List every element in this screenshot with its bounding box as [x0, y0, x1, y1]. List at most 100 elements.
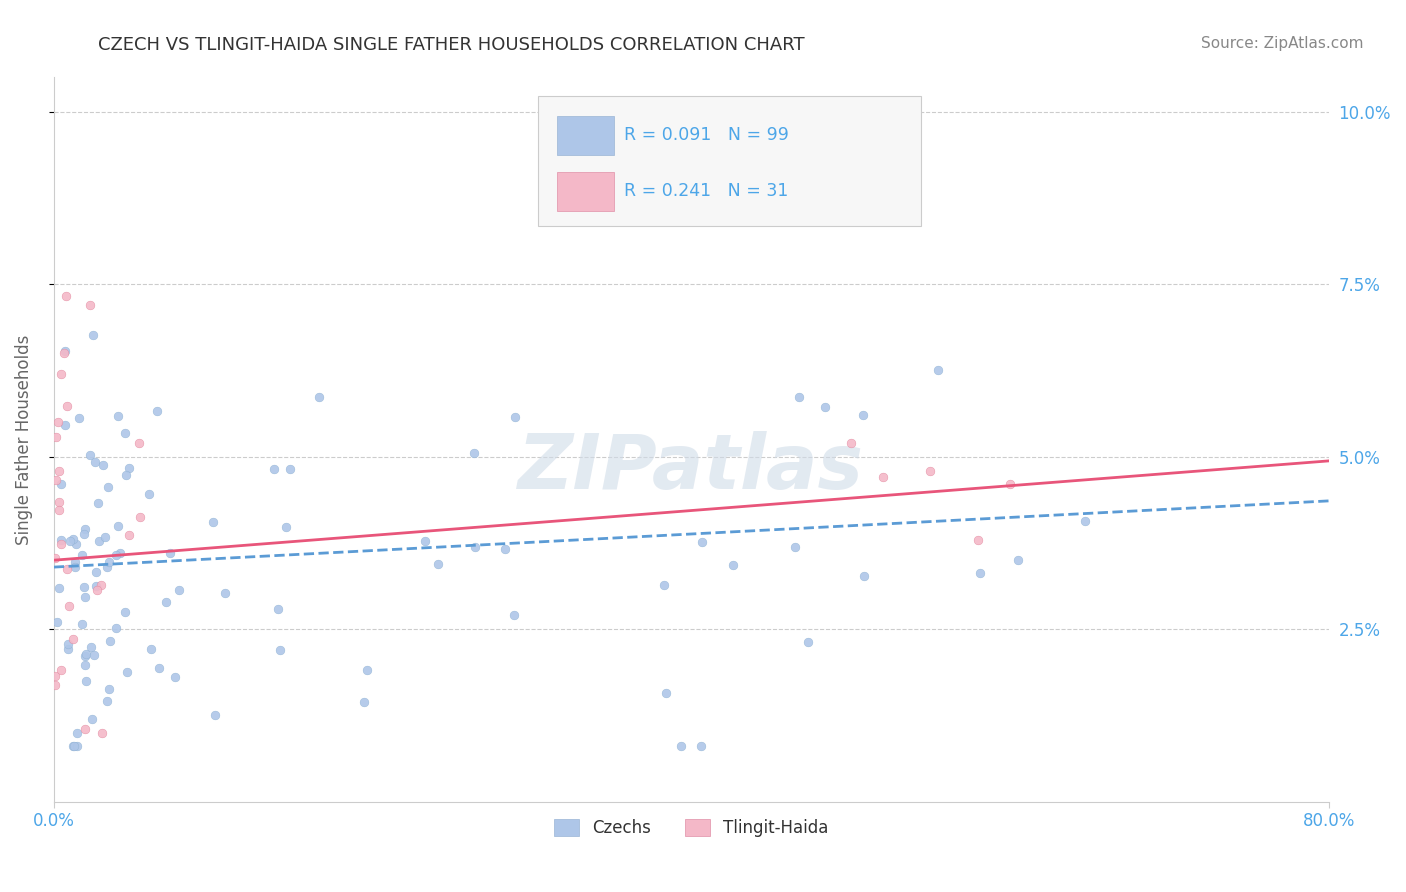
Point [503, 607, 526, 622]
Point [75, 722, 97, 736]
Point [278, 461, 301, 475]
Point [75, 591, 97, 605]
Point [689, 739, 711, 754]
Point [652, 578, 675, 592]
Point [114, 426, 136, 441]
Point [107, 409, 129, 423]
Point [73, 527, 96, 541]
Point [53, 346, 76, 360]
Point [114, 468, 136, 483]
FancyBboxPatch shape [557, 116, 613, 155]
Point [48, 503, 70, 517]
Point [269, 643, 291, 657]
Text: Source: ZipAtlas.com: Source: ZipAtlas.com [1201, 36, 1364, 51]
Point [62, 739, 84, 754]
Point [814, 400, 837, 414]
Point [63, 739, 86, 754]
Point [464, 541, 486, 555]
Point [202, 515, 225, 529]
Point [73, 648, 96, 663]
Point [427, 557, 450, 571]
Point [308, 390, 330, 404]
Point [70, 549, 93, 563]
Point [45, 474, 67, 488]
Point [62, 632, 84, 646]
Legend: Czechs, Tlingit-Haida: Czechs, Tlingit-Haida [547, 813, 835, 844]
Point [852, 568, 875, 582]
Point [75, 674, 97, 689]
Point [56, 561, 79, 575]
Point [274, 520, 297, 534]
Point [463, 446, 485, 460]
Point [79, 640, 101, 654]
Point [79, 298, 101, 312]
Point [204, 708, 226, 723]
Point [998, 477, 1021, 491]
Point [839, 436, 862, 450]
Point [46, 415, 69, 429]
Point [63, 560, 86, 574]
Point [73, 580, 96, 594]
Point [94, 530, 117, 544]
Point [167, 583, 190, 598]
Point [84, 565, 107, 579]
Point [105, 548, 128, 562]
Point [73, 522, 96, 536]
Point [353, 695, 375, 709]
Point [927, 363, 949, 377]
Point [141, 642, 163, 657]
Point [44, 677, 66, 691]
Point [48, 495, 70, 509]
Point [110, 546, 132, 560]
Point [115, 665, 138, 680]
Point [969, 566, 991, 581]
Point [44, 669, 66, 683]
FancyBboxPatch shape [557, 171, 613, 211]
Point [90, 725, 112, 739]
Point [87, 496, 110, 510]
Point [97, 480, 120, 494]
Point [51, 367, 73, 381]
Point [48, 581, 70, 595]
Point [356, 663, 378, 677]
Point [104, 621, 127, 635]
Point [66, 739, 89, 754]
Point [723, 558, 745, 572]
Point [503, 410, 526, 425]
Point [148, 660, 170, 674]
Point [852, 408, 875, 422]
Text: ZIPatlas: ZIPatlas [519, 432, 865, 506]
Point [138, 487, 160, 501]
Point [80, 712, 103, 726]
Point [920, 464, 942, 478]
Point [59, 533, 82, 548]
Point [58, 637, 80, 651]
Point [44, 550, 66, 565]
Point [98, 681, 121, 696]
Point [62, 532, 84, 546]
Point [49, 533, 72, 548]
Point [413, 534, 436, 549]
Point [98, 634, 121, 648]
Point [785, 541, 807, 555]
Point [58, 599, 80, 614]
Point [128, 436, 150, 450]
Point [129, 510, 152, 524]
Point [159, 546, 181, 560]
Point [690, 535, 713, 549]
Point [49, 477, 72, 491]
Point [155, 595, 177, 609]
Point [53, 344, 76, 359]
Point [83, 455, 105, 469]
Point [49, 663, 72, 677]
Point [114, 605, 136, 619]
Point [91, 458, 114, 472]
Point [107, 519, 129, 533]
Point [655, 686, 678, 700]
Point [73, 657, 96, 672]
Point [263, 462, 285, 476]
Point [84, 579, 107, 593]
Point [787, 390, 810, 404]
Text: R = 0.241   N = 31: R = 0.241 N = 31 [624, 182, 789, 200]
Point [86, 583, 108, 598]
